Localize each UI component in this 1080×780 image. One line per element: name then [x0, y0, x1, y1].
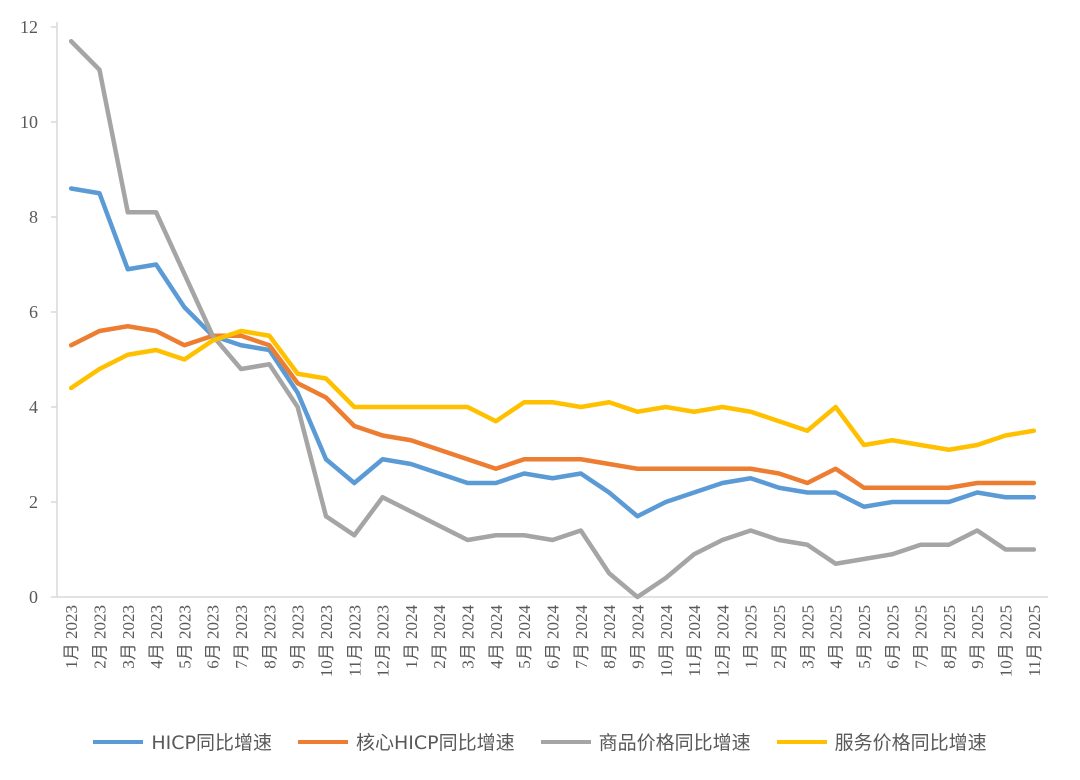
x-tick-label: 1月 2025 [742, 605, 761, 669]
x-tick-label: 6月 2023 [204, 605, 223, 669]
x-tick-label: 8月 2023 [260, 605, 279, 669]
x-tick-label: 7月 2023 [232, 605, 251, 669]
x-tick-label: 6月 2025 [883, 605, 902, 669]
x-tick-label: 2月 2023 [90, 605, 109, 669]
x-tick-label: 4月 2024 [487, 605, 506, 669]
legend-label: 商品价格同比增速 [598, 732, 751, 754]
series-line [68, 324, 1037, 490]
series-3 [68, 328, 1037, 452]
x-tick-label: 6月 2024 [544, 605, 563, 669]
x-tick-label: 9月 2023 [289, 605, 308, 669]
y-tick-label: 4 [29, 397, 38, 417]
x-tick-label: 3月 2025 [798, 605, 817, 669]
legend-label: 服务价格同比增速 [834, 732, 987, 754]
y-tick-label: 0 [29, 587, 38, 607]
series-0 [68, 186, 1037, 519]
legend-swatch [540, 739, 591, 744]
legend-swatch [93, 739, 144, 744]
x-tick-label: 10月 2023 [317, 605, 336, 677]
x-tick-label: 5月 2024 [515, 605, 534, 669]
series-1 [68, 324, 1037, 490]
legend-swatch [297, 739, 348, 744]
x-tick-label: 2月 2024 [430, 605, 449, 669]
x-tick-label: 10月 2024 [657, 605, 676, 678]
y-tick-label: 12 [20, 17, 38, 37]
series-line [68, 39, 1037, 600]
x-tick-label: 9月 2025 [968, 605, 987, 669]
x-tick-label: 8月 2025 [940, 605, 959, 669]
legend: HICP同比增速 核心HICP同比增速 商品价格同比增速 服务价格同比增速 [0, 728, 1080, 755]
legend-label: HICP同比增速 [151, 732, 272, 754]
x-tick-label: 12月 2023 [374, 605, 393, 677]
x-tick-label: 4月 2025 [827, 605, 846, 669]
series-line [68, 186, 1037, 519]
x-tick-label: 12月 2024 [713, 605, 732, 678]
x-tick-label: 9月 2024 [628, 605, 647, 669]
x-tick-label: 1月 2024 [402, 605, 421, 669]
x-tick-label: 5月 2023 [175, 605, 194, 669]
x-tick-label: 7月 2024 [572, 605, 591, 669]
legend-label: 核心HICP同比增速 [355, 732, 515, 754]
x-tick-label: 11月 2025 [1025, 605, 1044, 677]
x-tick-label: 1月 2023 [62, 605, 81, 669]
series-line [68, 328, 1037, 452]
y-tick-label: 8 [29, 207, 38, 227]
x-tick-label: 10月 2025 [997, 605, 1016, 677]
x-tick-label: 8月 2024 [600, 605, 619, 669]
y-tick-label: 2 [29, 492, 38, 512]
x-tick-label: 3月 2023 [119, 605, 138, 669]
legend-item: 商品价格同比增速 [540, 728, 751, 755]
legend-item: 核心HICP同比增速 [297, 728, 515, 755]
x-tick-label: 7月 2025 [912, 605, 931, 669]
legend-item: 服务价格同比增速 [776, 728, 987, 755]
series-2 [68, 39, 1037, 600]
x-tick-label: 3月 2024 [459, 605, 478, 669]
x-tick-label: 11月 2024 [685, 605, 704, 677]
x-tick-label: 11月 2023 [345, 605, 364, 677]
x-tick-label: 4月 2023 [147, 605, 166, 669]
legend-item: HICP同比增速 [93, 728, 272, 755]
x-tick-label: 2月 2025 [770, 605, 789, 669]
legend-swatch [776, 739, 827, 744]
y-tick-label: 10 [20, 112, 38, 132]
y-tick-label: 6 [29, 302, 38, 322]
x-tick-label: 5月 2025 [855, 605, 874, 669]
